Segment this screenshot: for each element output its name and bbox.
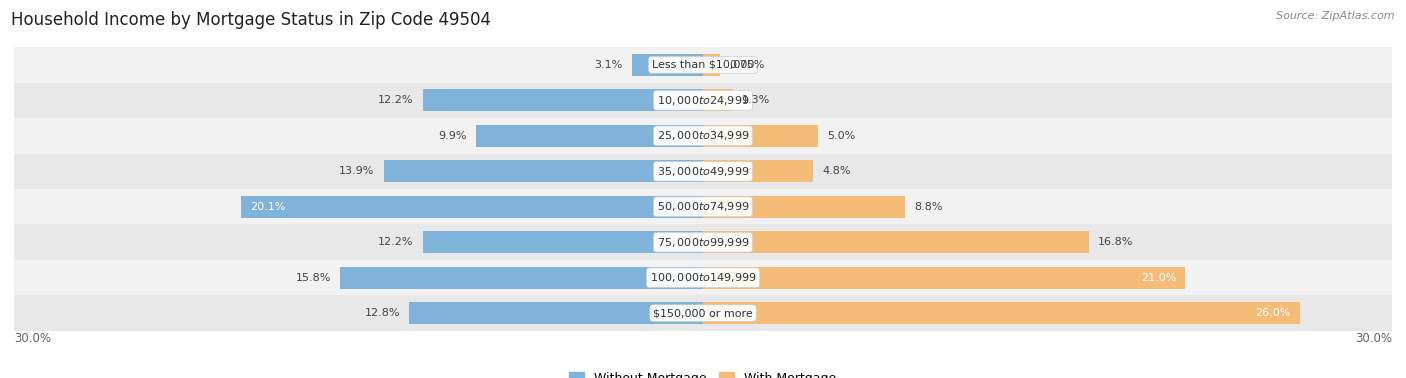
Bar — [242, 196, 703, 218]
Bar — [423, 89, 703, 112]
Text: 0.75%: 0.75% — [730, 60, 765, 70]
Bar — [0, 260, 1406, 295]
Text: $75,000 to $99,999: $75,000 to $99,999 — [657, 236, 749, 249]
Bar — [0, 189, 1406, 225]
Bar — [409, 302, 703, 324]
Bar — [0, 118, 1406, 153]
Text: 30.0%: 30.0% — [1355, 332, 1392, 345]
Text: $50,000 to $74,999: $50,000 to $74,999 — [657, 200, 749, 213]
Text: 5.0%: 5.0% — [827, 131, 855, 141]
Bar — [0, 153, 1406, 189]
Bar — [423, 231, 703, 253]
Bar — [703, 266, 1185, 289]
Text: $150,000 or more: $150,000 or more — [654, 308, 752, 318]
Bar — [340, 266, 703, 289]
Bar — [475, 125, 703, 147]
Text: 12.2%: 12.2% — [378, 95, 413, 105]
Bar — [703, 302, 1301, 324]
Text: 1.3%: 1.3% — [742, 95, 770, 105]
Bar — [0, 295, 1406, 331]
Text: $100,000 to $149,999: $100,000 to $149,999 — [650, 271, 756, 284]
Text: 21.0%: 21.0% — [1140, 273, 1175, 283]
Bar — [703, 54, 720, 76]
Text: $25,000 to $34,999: $25,000 to $34,999 — [657, 129, 749, 142]
Bar — [0, 47, 1406, 83]
Text: Less than $10,000: Less than $10,000 — [652, 60, 754, 70]
Legend: Without Mortgage, With Mortgage: Without Mortgage, With Mortgage — [564, 367, 842, 378]
Bar — [703, 231, 1088, 253]
Bar — [703, 196, 905, 218]
Text: 26.0%: 26.0% — [1256, 308, 1291, 318]
Bar — [703, 125, 818, 147]
Text: 30.0%: 30.0% — [14, 332, 51, 345]
Bar — [703, 160, 813, 182]
Text: 13.9%: 13.9% — [339, 166, 374, 176]
Text: 15.8%: 15.8% — [295, 273, 330, 283]
Bar — [384, 160, 703, 182]
Text: 8.8%: 8.8% — [914, 202, 943, 212]
Text: 3.1%: 3.1% — [595, 60, 623, 70]
Text: Source: ZipAtlas.com: Source: ZipAtlas.com — [1277, 11, 1395, 21]
Text: 9.9%: 9.9% — [437, 131, 467, 141]
Bar — [631, 54, 703, 76]
Text: 12.2%: 12.2% — [378, 237, 413, 247]
Text: 20.1%: 20.1% — [250, 202, 285, 212]
Bar — [703, 89, 733, 112]
Text: 4.8%: 4.8% — [823, 166, 851, 176]
Text: 16.8%: 16.8% — [1098, 237, 1133, 247]
Text: $35,000 to $49,999: $35,000 to $49,999 — [657, 165, 749, 178]
Text: Household Income by Mortgage Status in Zip Code 49504: Household Income by Mortgage Status in Z… — [11, 11, 491, 29]
Text: $10,000 to $24,999: $10,000 to $24,999 — [657, 94, 749, 107]
Text: 12.8%: 12.8% — [364, 308, 399, 318]
Bar — [0, 83, 1406, 118]
Bar — [0, 225, 1406, 260]
